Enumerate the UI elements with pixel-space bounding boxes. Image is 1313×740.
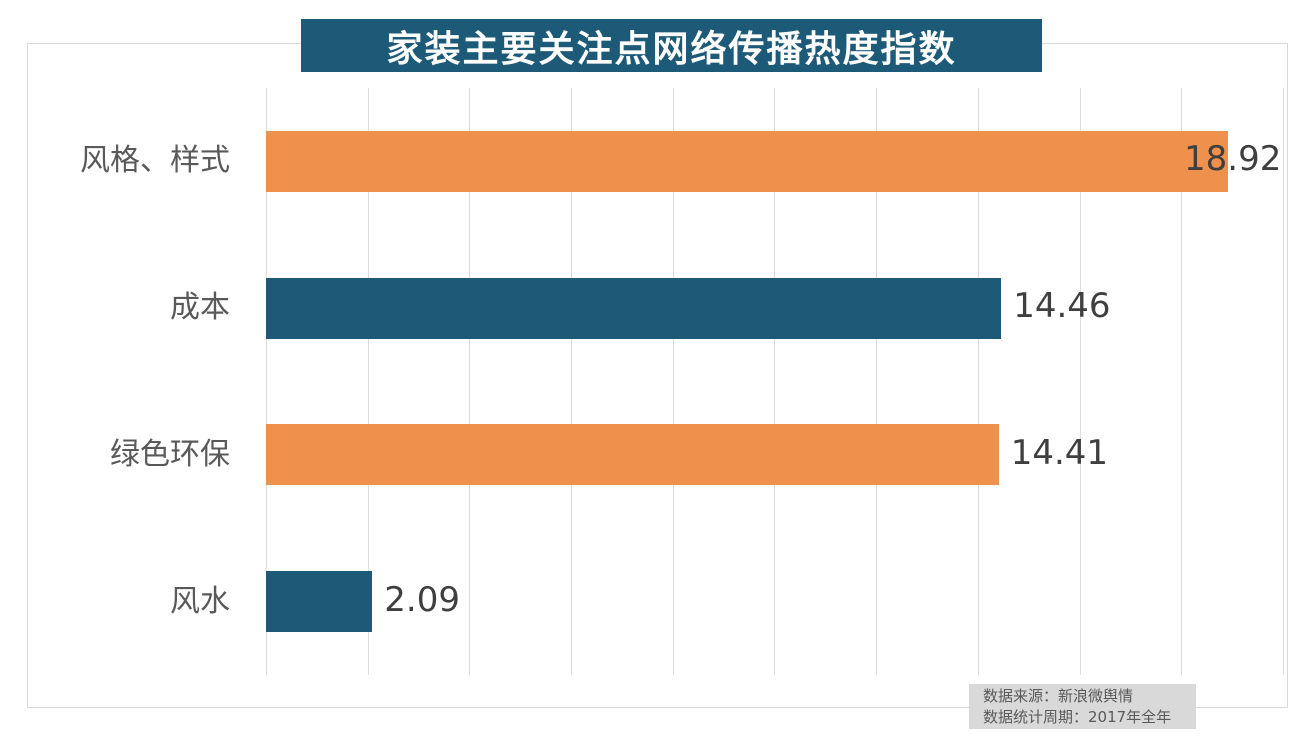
- gridline: [571, 88, 573, 675]
- gridline: [977, 88, 979, 675]
- period-line: 数据统计周期：2017年全年: [983, 708, 1172, 726]
- value-label: 2.09: [384, 579, 460, 620]
- value-label: 14.46: [1013, 286, 1111, 327]
- category-label: 风格、样式: [80, 143, 230, 179]
- gridline: [1282, 88, 1284, 675]
- chart-bar: [266, 424, 999, 486]
- gridline: [876, 88, 878, 675]
- source-note-box: 数据来源：新浪微舆情 数据统计周期：2017年全年: [969, 684, 1196, 729]
- plot-area: 风格、样式 18.92 成本 14.46 绿色环保 14.41 风水 2.09: [80, 88, 1288, 675]
- chart-title-bar: 家装主要关注点网络传播热度指数: [301, 19, 1042, 72]
- value-label: 18.92: [1184, 139, 1282, 180]
- gridline: [1079, 88, 1081, 675]
- gridline: [367, 88, 369, 675]
- chart-title: 家装主要关注点网络传播热度指数: [386, 28, 957, 70]
- value-label: 14.41: [1010, 432, 1109, 473]
- category-label: 绿色环保: [110, 436, 230, 472]
- category-label: 成本: [170, 290, 230, 326]
- gridline: [469, 88, 471, 675]
- source-line: 数据来源：新浪微舆情: [983, 687, 1134, 705]
- gridline: [1181, 88, 1183, 675]
- category-label: 风水: [170, 583, 230, 619]
- chart-bar: [266, 130, 1228, 192]
- gridline: [266, 88, 267, 675]
- chart-bar: [266, 277, 1002, 339]
- gridline: [774, 88, 776, 675]
- chart-bar: [266, 571, 373, 633]
- gridline: [672, 88, 674, 675]
